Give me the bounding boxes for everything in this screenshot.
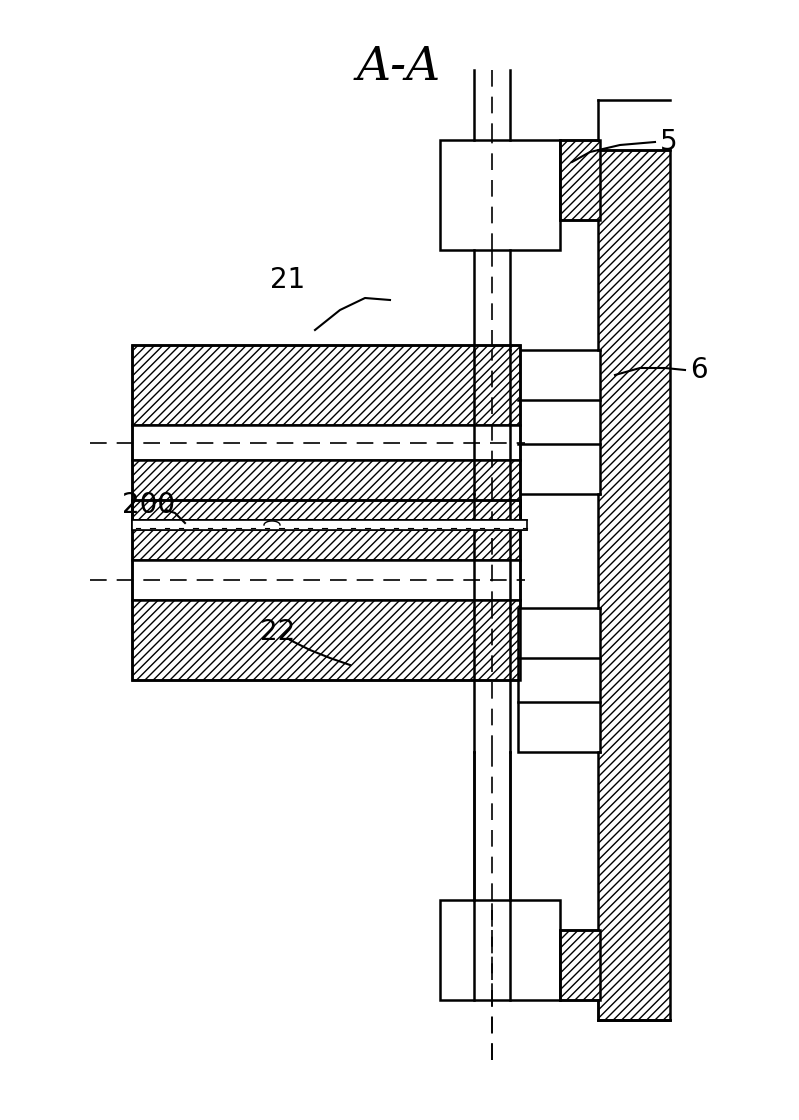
Text: 200: 200	[122, 491, 175, 519]
Bar	[132, 520, 527, 530]
Text: A-A: A-A	[357, 45, 441, 91]
Text: 6: 6	[690, 356, 708, 384]
Bar	[440, 900, 560, 1000]
Bar	[440, 140, 560, 250]
Bar	[132, 345, 520, 520]
Bar	[132, 500, 520, 560]
Bar	[560, 140, 600, 220]
Bar	[132, 560, 520, 600]
Bar	[132, 345, 520, 424]
Bar	[132, 424, 520, 460]
Text: 21: 21	[270, 267, 305, 295]
Bar	[560, 930, 600, 1000]
Text: 5: 5	[660, 128, 678, 156]
Bar	[518, 608, 600, 752]
Bar	[132, 460, 520, 520]
Bar	[598, 150, 670, 1020]
Bar	[132, 600, 520, 680]
Bar	[132, 500, 520, 680]
Text: 22: 22	[260, 618, 296, 646]
Bar	[518, 351, 600, 494]
